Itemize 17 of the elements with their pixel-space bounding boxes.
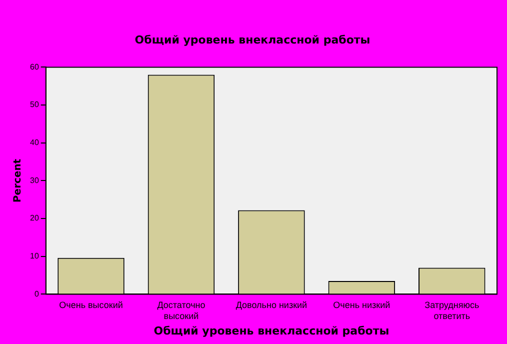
y-axis-title: Percent (12, 158, 24, 203)
y-tick-label: 50 (30, 100, 40, 110)
category-label: ответить (434, 310, 470, 321)
category-label: Довольно низкий (236, 300, 308, 310)
y-tick-label: 20 (30, 214, 40, 223)
y-tick-label: 10 (30, 252, 40, 261)
y-tick-label: 60 (30, 62, 40, 72)
y-tick-label: 30 (30, 176, 40, 185)
y-tick-label: 40 (30, 138, 40, 148)
chart-title: Общий уровень внеклассной работы (134, 33, 370, 46)
category-label: Достаточно (157, 300, 206, 310)
category-label: Очень низкий (333, 300, 390, 310)
category-label: высокий (164, 310, 199, 321)
y-tick-label: 0 (34, 289, 40, 298)
category-label: Очень высокий (59, 300, 123, 310)
category-label: Затрудняюсь (424, 300, 480, 310)
x-axis-title: Общий уровень внеклассной работы (154, 324, 390, 338)
